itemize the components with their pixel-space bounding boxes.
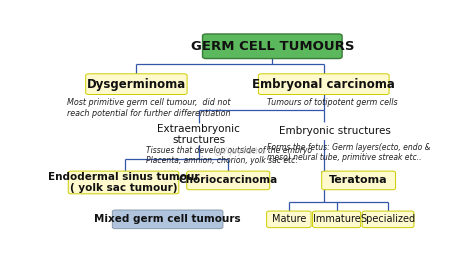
FancyBboxPatch shape	[312, 211, 361, 228]
FancyBboxPatch shape	[155, 124, 242, 145]
Text: Forms the fetus: Germ layers(ecto, endo &
meso) neural tube, primitive streak et: Forms the fetus: Germ layers(ecto, endo …	[267, 143, 430, 162]
Text: Tumours of totipotent germ cells: Tumours of totipotent germ cells	[267, 98, 397, 107]
Text: Teratoma: Teratoma	[329, 175, 388, 185]
FancyBboxPatch shape	[258, 74, 389, 94]
FancyBboxPatch shape	[68, 171, 179, 194]
Text: Embryonal carcinoma: Embryonal carcinoma	[252, 78, 395, 91]
Text: Choriocarcinoma: Choriocarcinoma	[179, 175, 278, 185]
FancyBboxPatch shape	[362, 211, 414, 228]
FancyBboxPatch shape	[187, 171, 270, 190]
FancyBboxPatch shape	[281, 123, 389, 140]
Text: Immature: Immature	[313, 214, 360, 224]
Text: Most primitive germ cell tumour,  did not
reach potential for further differenti: Most primitive germ cell tumour, did not…	[66, 98, 230, 118]
Text: @VijayPatho: @VijayPatho	[213, 147, 265, 156]
FancyBboxPatch shape	[202, 34, 342, 59]
Text: Endodermal sinus tumour
( yolk sac tumour): Endodermal sinus tumour ( yolk sac tumou…	[48, 172, 199, 193]
Text: Dysgerminoma: Dysgerminoma	[87, 78, 186, 91]
Text: Tissues that develop outside of the embryo
Placenta, amnion, chorion, yolk sac e: Tissues that develop outside of the embr…	[146, 146, 311, 165]
Text: Embryonic structures: Embryonic structures	[279, 126, 391, 136]
FancyBboxPatch shape	[266, 211, 311, 228]
Text: Extraembryonic
structures: Extraembryonic structures	[157, 123, 240, 145]
Text: Mixed germ cell tumours: Mixed germ cell tumours	[94, 214, 241, 224]
FancyBboxPatch shape	[86, 74, 187, 94]
Text: GERM CELL TUMOURS: GERM CELL TUMOURS	[191, 40, 354, 53]
FancyBboxPatch shape	[112, 210, 223, 229]
Text: Mature: Mature	[272, 214, 306, 224]
FancyBboxPatch shape	[322, 171, 396, 190]
Text: Specialized: Specialized	[360, 214, 416, 224]
